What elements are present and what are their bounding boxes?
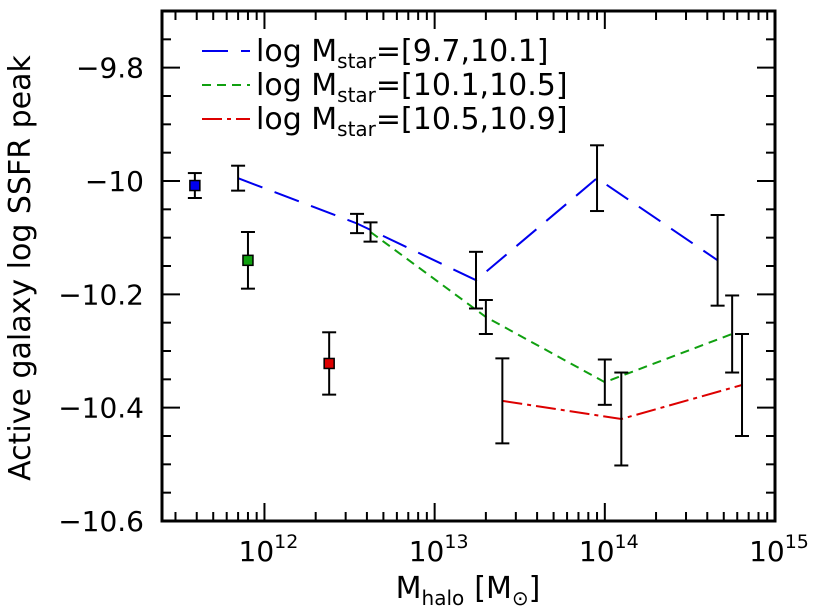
x-axis-title-unit-close: ]	[529, 571, 541, 606]
legend-sub-2: star	[337, 83, 377, 107]
legend-prefix-3: log M	[256, 102, 337, 137]
legend-label-1: log Mstar=[9.7,10.1]	[256, 34, 549, 73]
x-axis-title-unit-sub: ⊙	[512, 586, 529, 610]
square-marker-3	[323, 357, 335, 370]
errorbar-layer	[187, 144, 750, 467]
x-axis-title: Mhalo [M⊙]	[396, 571, 541, 610]
x-tick-label-base: 10	[239, 535, 275, 568]
x-tick-label: 1015	[749, 531, 809, 568]
y-tick-label: −10.6	[58, 505, 144, 538]
legend-range-2: =[10.1,10.5]	[376, 68, 568, 103]
square-marker-2	[242, 254, 254, 267]
y-tick-label: −9.8	[76, 52, 144, 85]
legend-label-3: log Mstar=[10.5,10.9]	[256, 102, 568, 141]
legend-range-3: =[10.5,10.9]	[376, 102, 568, 137]
x-tick-label-exp: 15	[785, 531, 809, 553]
y-tick-label: −10	[85, 165, 144, 198]
series-layer	[237, 176, 743, 421]
legend-label-2: log Mstar=[10.1,10.5]	[256, 68, 568, 107]
x-tick-label-exp: 12	[274, 531, 298, 553]
x-axis-title-unit-open: [M	[474, 571, 512, 606]
x-tick-label-base: 10	[579, 535, 615, 568]
axis-ticks	[162, 10, 776, 522]
y-axis-title: Active galaxy log SSFR peak	[3, 54, 38, 480]
legend: log Mstar=[9.7,10.1]log Mstar=[10.1,10.5…	[202, 34, 568, 141]
legend-sub-1: star	[337, 49, 377, 73]
x-tick-label: 1012	[239, 531, 299, 568]
y-tick-labels: −9.8 −10 −10.2 −10.4 −10.6	[58, 52, 144, 538]
x-tick-label-exp: 14	[615, 531, 639, 553]
x-tick-label-base: 10	[749, 535, 785, 568]
legend-prefix-1: log M	[256, 34, 337, 69]
y-tick-label: −10.4	[58, 392, 144, 425]
square-marker-1	[189, 179, 201, 192]
x-tick-label-exp: 13	[444, 531, 468, 553]
marker-layer	[189, 179, 335, 370]
x-tick-labels: 1012 1013 1014 1015	[239, 531, 809, 568]
legend-prefix-2: log M	[256, 68, 337, 103]
x-axis-title-sub: halo	[422, 586, 465, 610]
x-axis-title-main: M	[396, 571, 422, 606]
legend-range-1: =[9.7,10.1]	[376, 34, 549, 69]
series-line-1	[237, 176, 719, 282]
y-tick-label: −10.2	[58, 278, 144, 311]
series-line-2	[369, 231, 733, 384]
legend-sub-3: star	[337, 117, 377, 141]
x-tick-label: 1014	[579, 531, 639, 568]
x-tick-label-base: 10	[409, 535, 445, 568]
x-tick-label: 1013	[409, 531, 469, 568]
